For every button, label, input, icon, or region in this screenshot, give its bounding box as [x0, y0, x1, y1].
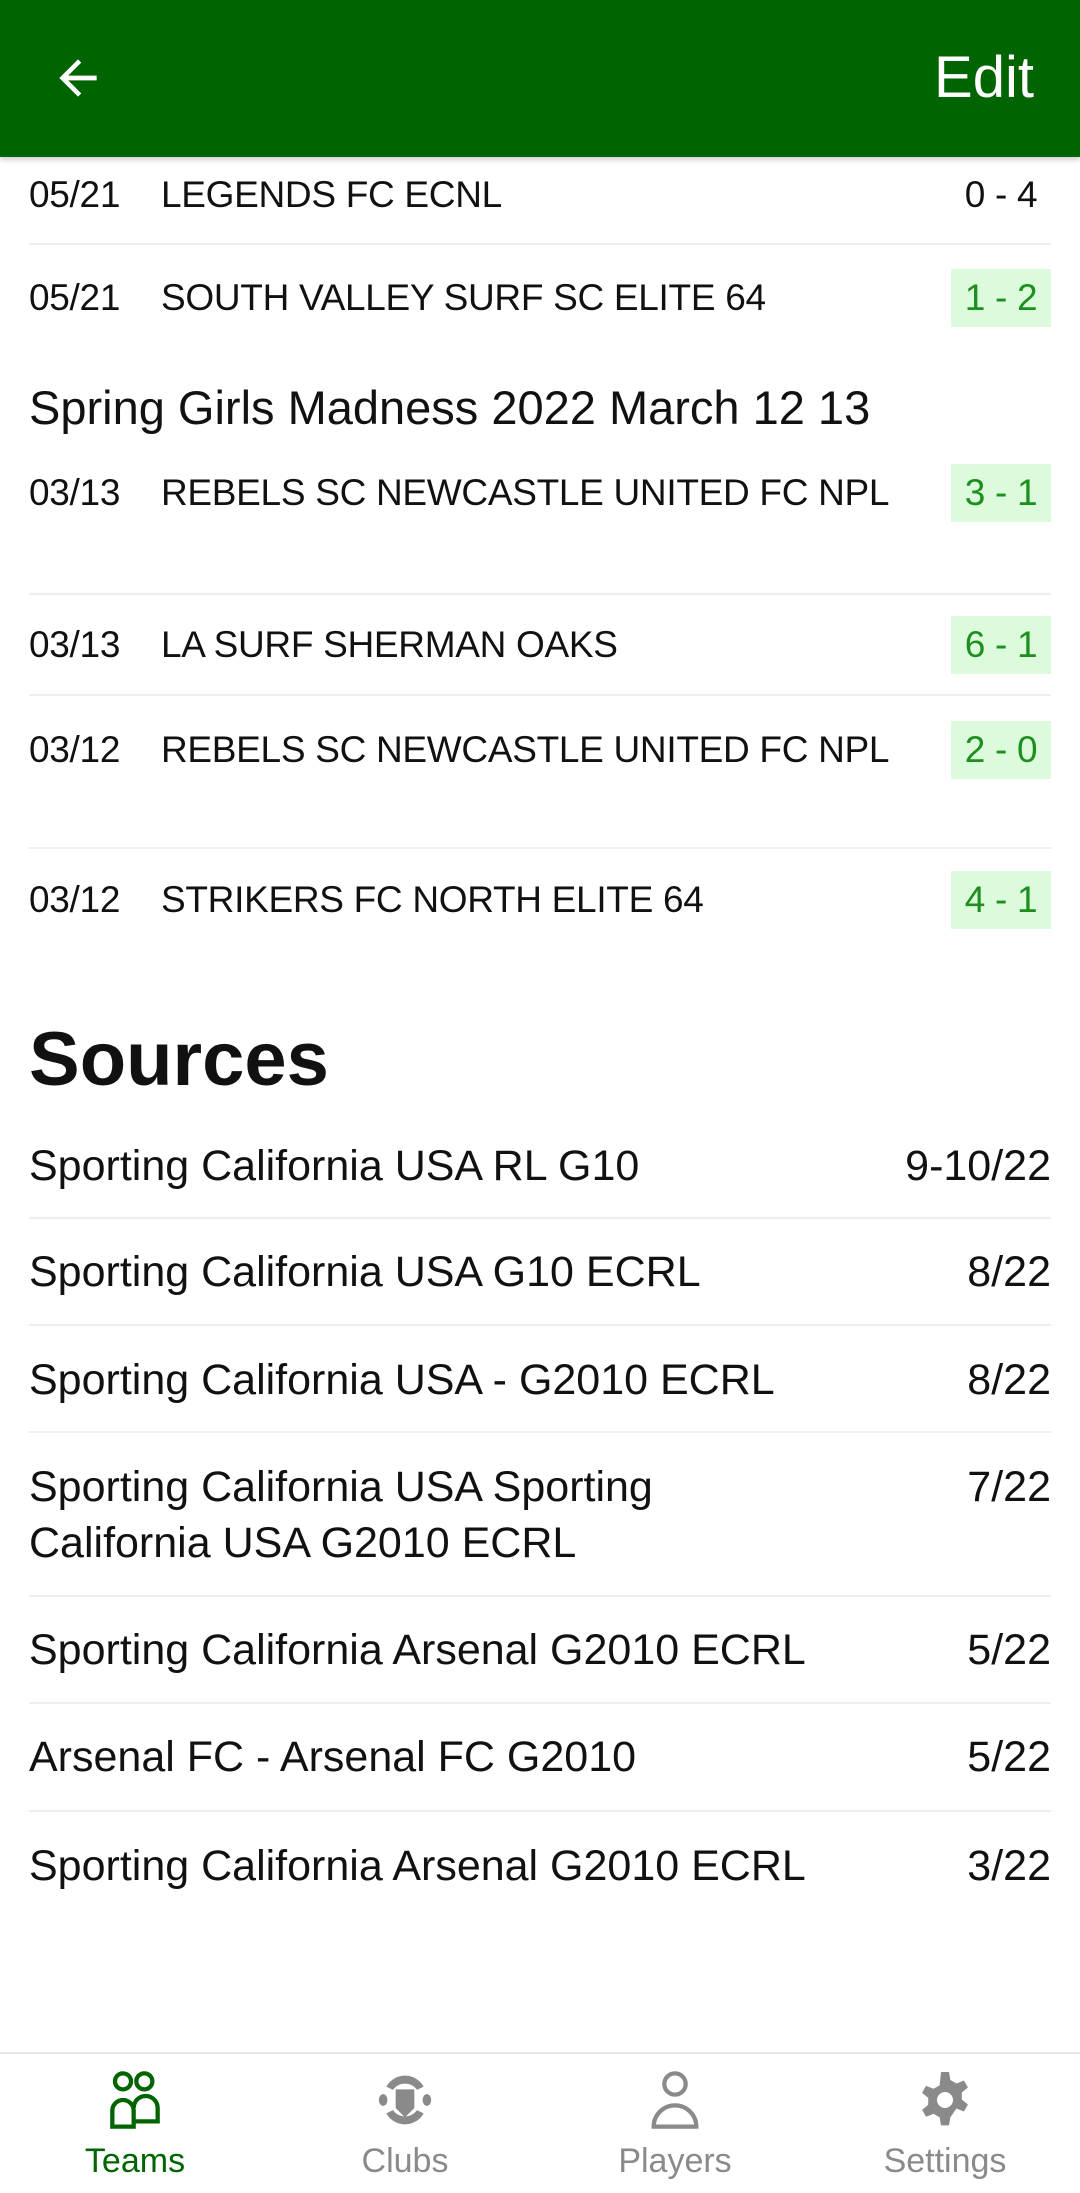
divider: [29, 1431, 1051, 1433]
game-score: 2 - 0: [951, 721, 1051, 779]
source-date: 8/22: [967, 1248, 1051, 1296]
edit-button[interactable]: Edit: [934, 45, 1034, 110]
app-bar: Edit: [0, 0, 1080, 157]
source-name[interactable]: Sporting California USA G10 ECRL: [29, 1248, 701, 1296]
bottom-navigation: Teams Clubs Players Settings: [0, 2052, 1080, 2191]
game-opponent[interactable]: LEGENDS FC ECNL: [161, 174, 502, 215]
source-name[interactable]: Sporting California Arsenal G2010 ECRL: [29, 1626, 806, 1674]
divider: [29, 847, 1051, 849]
game-score: 4 - 1: [951, 871, 1051, 929]
source-date: 5/22: [967, 1626, 1051, 1674]
source-date: 9-10/22: [905, 1142, 1051, 1190]
back-arrow-icon[interactable]: [50, 50, 106, 106]
gear-icon: [922, 2072, 968, 2126]
game-opponent[interactable]: LA SURF SHERMAN OAKS: [161, 624, 618, 665]
source-name[interactable]: Arsenal FC - Arsenal FC G2010: [29, 1733, 637, 1781]
clubs-icon: [378, 2075, 432, 2125]
tab-players[interactable]: Players: [540, 2054, 810, 2193]
tab-label: Clubs: [361, 2142, 449, 2180]
source-name[interactable]: Sporting California Arsenal G2010 ECRL: [29, 1842, 806, 1890]
game-date: 03/12: [29, 879, 121, 920]
divider: [29, 1217, 1051, 1219]
game-date: 05/21: [29, 174, 121, 215]
source-date: 3/22: [967, 1842, 1051, 1890]
source-name[interactable]: Sporting California USA - G2010 ECRL: [29, 1356, 775, 1404]
divider: [29, 1324, 1051, 1326]
source-date: 8/22: [967, 1356, 1051, 1404]
game-date: 03/12: [29, 729, 121, 770]
source-name[interactable]: Sporting California USA RL G10: [29, 1142, 640, 1190]
source-date: 5/22: [967, 1733, 1051, 1781]
sources-heading: Sources: [29, 1017, 329, 1102]
source-name[interactable]: Sporting California USA Sporting Califor…: [29, 1463, 653, 1567]
player-icon: [651, 2071, 699, 2129]
source-date: 7/22: [967, 1463, 1051, 1511]
game-score: 0 - 4: [964, 174, 1038, 215]
game-opponent[interactable]: REBELS SC NEWCASTLE UNITED FC NPL: [161, 472, 890, 513]
tab-settings[interactable]: Settings: [810, 2054, 1080, 2193]
game-date: 03/13: [29, 624, 121, 665]
game-date: 03/13: [29, 472, 121, 513]
divider: [29, 243, 1051, 245]
game-score: 3 - 1: [951, 464, 1051, 522]
game-date: 05/21: [29, 277, 121, 318]
tab-teams[interactable]: Teams: [0, 2054, 270, 2193]
tournament-title: Spring Girls Madness 2022 March 12 13: [29, 381, 871, 434]
game-score: 1 - 2: [951, 269, 1051, 327]
divider: [29, 593, 1051, 595]
game-score: 6 - 1: [951, 616, 1051, 674]
divider: [29, 1702, 1051, 1704]
divider: [29, 1810, 1051, 1812]
tab-clubs[interactable]: Clubs: [270, 2054, 540, 2193]
game-opponent[interactable]: STRIKERS FC NORTH ELITE 64: [161, 879, 704, 920]
divider: [29, 694, 1051, 696]
teams-icon: [110, 2071, 160, 2129]
tab-label: Players: [618, 2142, 732, 2180]
divider: [29, 1595, 1051, 1597]
game-opponent[interactable]: SOUTH VALLEY SURF SC ELITE 64: [161, 277, 766, 318]
tab-label: Teams: [84, 2142, 186, 2180]
game-opponent[interactable]: REBELS SC NEWCASTLE UNITED FC NPL: [161, 729, 890, 770]
tab-label: Settings: [883, 2142, 1007, 2180]
